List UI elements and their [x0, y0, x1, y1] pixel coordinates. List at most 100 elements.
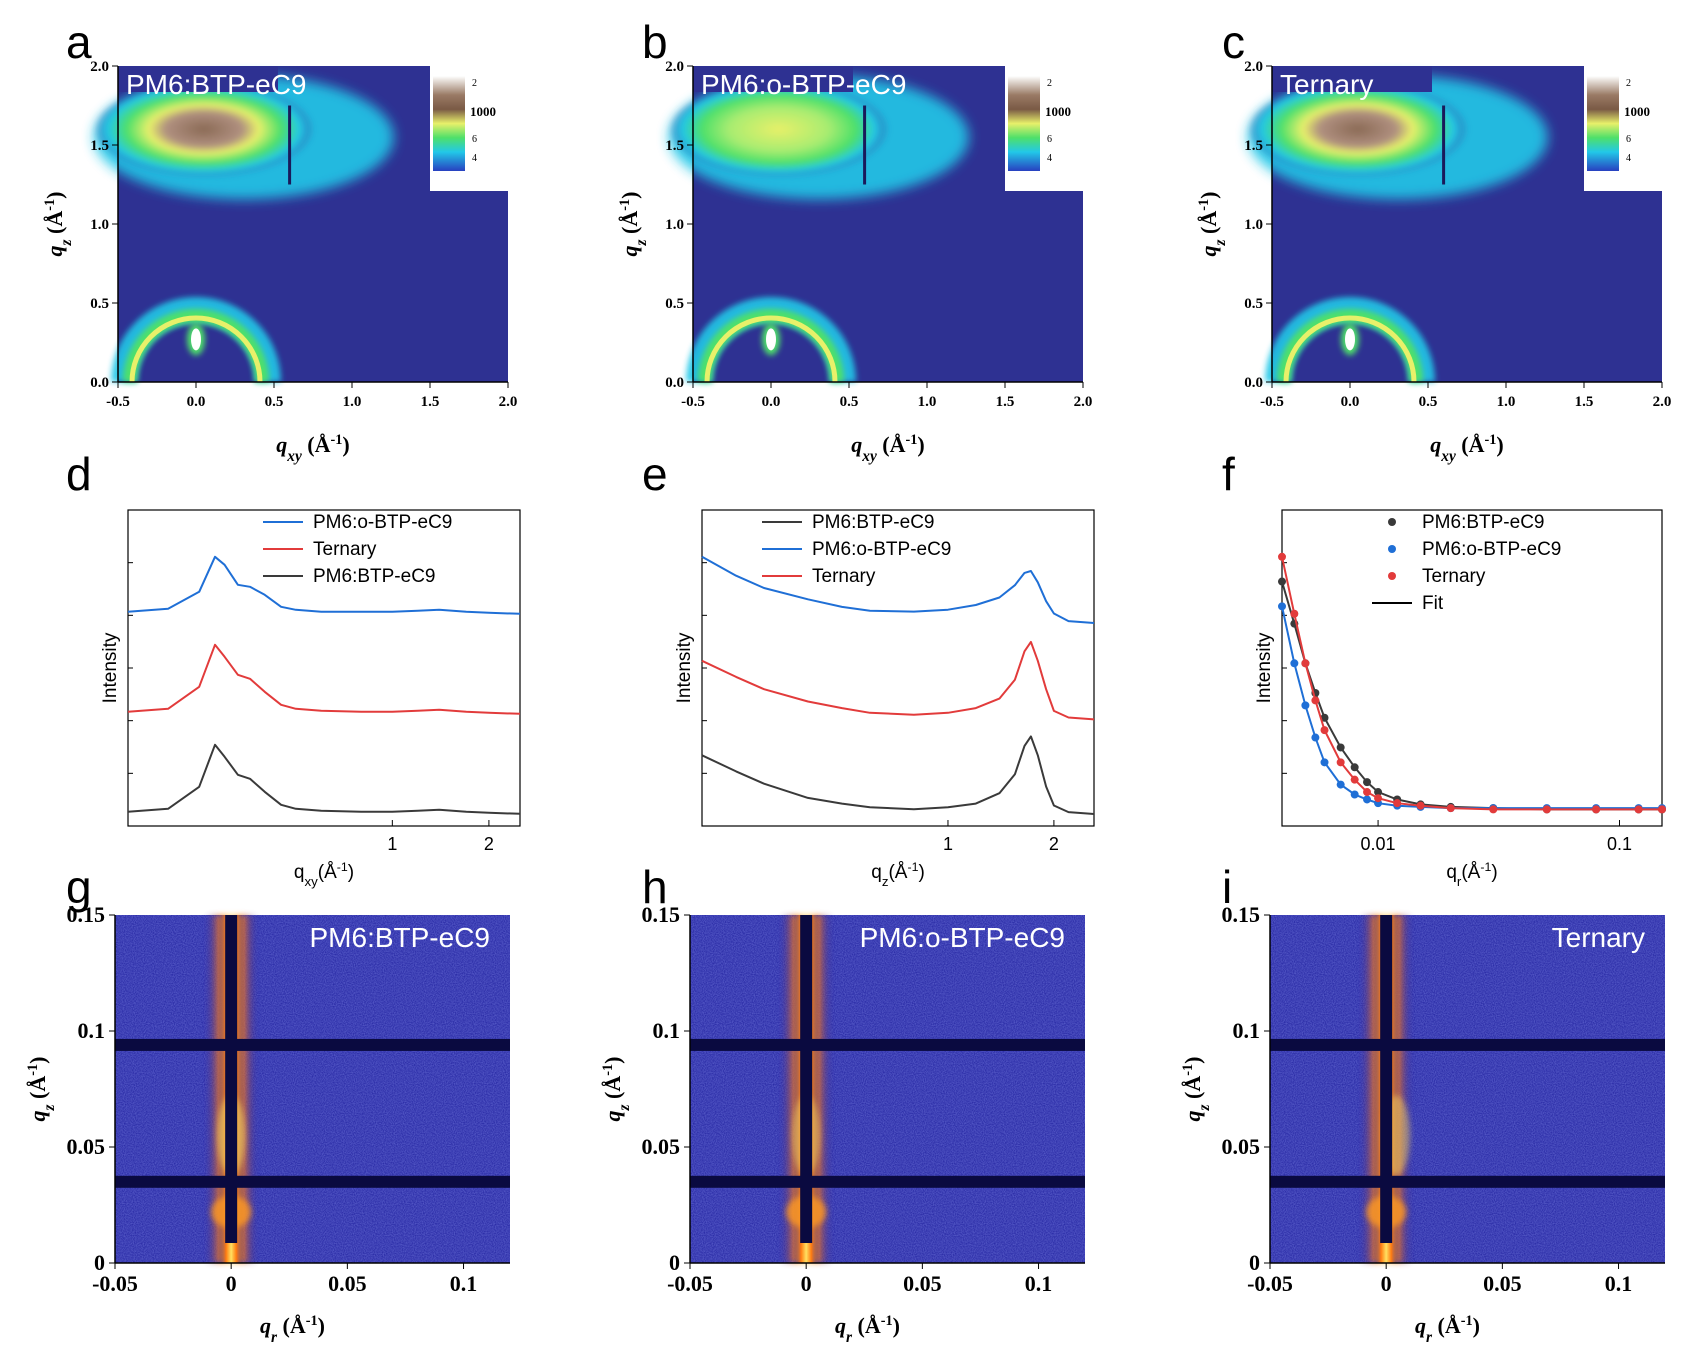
- map-sample-label: PM6:o-BTP-eC9: [701, 69, 906, 100]
- x-tick-label: 0.0: [762, 394, 781, 410]
- y-tick-label: 0.15: [642, 902, 681, 927]
- profile-chart-f: 0.01 0.1 PM6:BTP-eC9 PM6:o-BTP-eC9 Ternary Fi…: [1254, 509, 1666, 889]
- colorbar-label: 4: [472, 153, 477, 164]
- colorbar-label: 6: [472, 134, 477, 145]
- y-axis-label-text: qz (Å-1): [600, 1057, 633, 1122]
- detector-gap-upper: [690, 1038, 1085, 1051]
- diffraction-peak-oop: [93, 81, 314, 178]
- x-tick-label: 0.1: [1605, 1271, 1633, 1296]
- x-axis-label: qxy (Å-1): [1430, 432, 1504, 465]
- legend-label: Ternary: [313, 539, 377, 560]
- legend-label: PM6:o-BTP-eC9: [313, 512, 452, 533]
- diffraction-peak-oop: [668, 81, 889, 178]
- map-noise: [690, 915, 1085, 1263]
- x-axis-label-text: qr (Å-1): [835, 1313, 900, 1346]
- x-tick-label: 0.5: [265, 394, 284, 410]
- legend-label: Ternary: [1422, 566, 1486, 587]
- lamellar-ring-core: [704, 315, 838, 383]
- y-axis-label: qz (Å-1): [1180, 1057, 1213, 1122]
- legend-label: PM6:o-BTP-eC9: [1422, 539, 1561, 560]
- beam-stop: [800, 915, 813, 1243]
- x-axis-label: qxy (Å-1): [851, 432, 925, 465]
- y-axis-label-text: qz (Å-1): [1196, 192, 1229, 257]
- panel-letter-h: h: [642, 861, 668, 913]
- colorbar-label: 4: [1047, 153, 1052, 164]
- x-tick-label: 0.5: [840, 394, 859, 410]
- colorbar-label: 6: [1626, 134, 1631, 145]
- x-axis-label-text: qxy (Å-1): [1430, 432, 1504, 465]
- y-axis-label-text: qz (Å-1): [1180, 1057, 1213, 1122]
- x-tick-label: 1.5: [421, 394, 440, 410]
- panel-letter-g: g: [66, 861, 92, 913]
- gi-map-panel-3: 2 1000 6 4 Ternary -0.5 0.0 0.5 1.0 1.5 2.0 0.0 0.5 1…: [1196, 59, 1671, 465]
- y-tick-label: 1.0: [90, 217, 109, 233]
- y-tick-label: 0.5: [90, 296, 109, 312]
- legend-label: PM6:BTP-eC9: [313, 566, 435, 587]
- map-sample-label: PM6:o-BTP-eC9: [860, 922, 1065, 953]
- x-axis-label-text: qz(Å-1): [871, 860, 925, 889]
- y-axis-label: qz (Å-1): [25, 1057, 58, 1122]
- x-tick-label: 0.01: [1361, 834, 1396, 854]
- legend-label: Ternary: [812, 566, 876, 587]
- beam-stop: [1380, 915, 1393, 1243]
- beam-spot: [1345, 328, 1355, 351]
- panel-letter-i: i: [1222, 861, 1232, 913]
- panel-letter-f: f: [1222, 448, 1235, 500]
- x-tick-label: 0.1: [1607, 834, 1632, 854]
- legend-marker: [1388, 572, 1396, 580]
- x-tick-label: 0.05: [328, 1271, 367, 1296]
- y-tick-label: 0.05: [67, 1134, 106, 1159]
- y-tick-label: 0.1: [78, 1018, 106, 1043]
- colorbar-label: 1000: [1624, 104, 1650, 119]
- map-mask: [118, 66, 278, 92]
- fit-line: [1281, 606, 1662, 810]
- data-point: [1278, 552, 1286, 561]
- colorbar: [1587, 76, 1619, 171]
- x-tick-label: 2: [484, 834, 494, 854]
- y-axis-label: qz (Å-1): [600, 1057, 633, 1122]
- beam-stop: [225, 915, 238, 1243]
- legend-label: PM6:BTP-eC9: [1422, 512, 1544, 533]
- x-tick-label: -0.05: [667, 1271, 713, 1296]
- y-tick-label: 0: [669, 1250, 680, 1275]
- x-axis-label: qr (Å-1): [260, 1313, 325, 1346]
- y-tick-label: 0.5: [665, 296, 684, 312]
- panel-letter-b: b: [642, 16, 668, 68]
- colorbar-label: 1000: [1045, 104, 1071, 119]
- x-axis-label: qz(Å-1): [871, 860, 925, 889]
- x-tick-label: 0.5: [1419, 394, 1438, 410]
- gisaxs-map-panel-2: PM6:o-BTP-eC9-0.05 0 0.05 0.100.050.10.15qr…: [600, 902, 1085, 1346]
- x-axis-label: qxy (Å-1): [276, 432, 350, 465]
- series-line: [701, 555, 1095, 624]
- y-tick-label: 0.0: [1244, 375, 1263, 391]
- legend-marker: [1388, 545, 1396, 553]
- legend-marker: [1388, 518, 1396, 526]
- fit-line: [1281, 556, 1662, 811]
- x-axis-label: qxy(Å-1): [294, 860, 354, 889]
- x-tick-label: 1.5: [996, 394, 1015, 410]
- x-tick-label: 2.0: [1074, 394, 1093, 410]
- series-line: [701, 735, 1095, 815]
- y-axis-label: Intensity: [674, 632, 695, 703]
- y-tick-label: 0.1: [653, 1018, 681, 1043]
- y-tick-label: 0.0: [90, 375, 109, 391]
- x-tick-label: -0.5: [1260, 394, 1284, 410]
- y-axis-label: qz (Å-1): [1196, 192, 1229, 257]
- y-axis-label: qz (Å-1): [42, 192, 75, 257]
- y-axis-label: Intensity: [100, 632, 121, 703]
- map-sample-label: Ternary: [1280, 69, 1373, 100]
- y-tick-label: 0.05: [1222, 1134, 1261, 1159]
- panel-letter-c: c: [1222, 16, 1245, 68]
- colorbar: [433, 76, 465, 171]
- x-tick-label: 0: [801, 1271, 812, 1296]
- panel-letter-a: a: [66, 16, 92, 68]
- y-tick-label: 0.15: [67, 902, 106, 927]
- gi-map-panel-2: 2 1000 6 4 PM6:o-BTP-eC9 -0.5 0.0 0.5 1.0 1.5 2.0 0…: [617, 59, 1092, 465]
- y-axis-label: qz (Å-1): [617, 192, 650, 257]
- colorbar: [1008, 76, 1040, 171]
- x-axis-label-text: qxy(Å-1): [294, 860, 354, 889]
- data-point: [1278, 577, 1286, 586]
- profile-chart-e: 1 2 PM6:BTP-eC9 PM6:o-BTP-eC9 Ternary qz(Å-1)…: [674, 509, 1095, 889]
